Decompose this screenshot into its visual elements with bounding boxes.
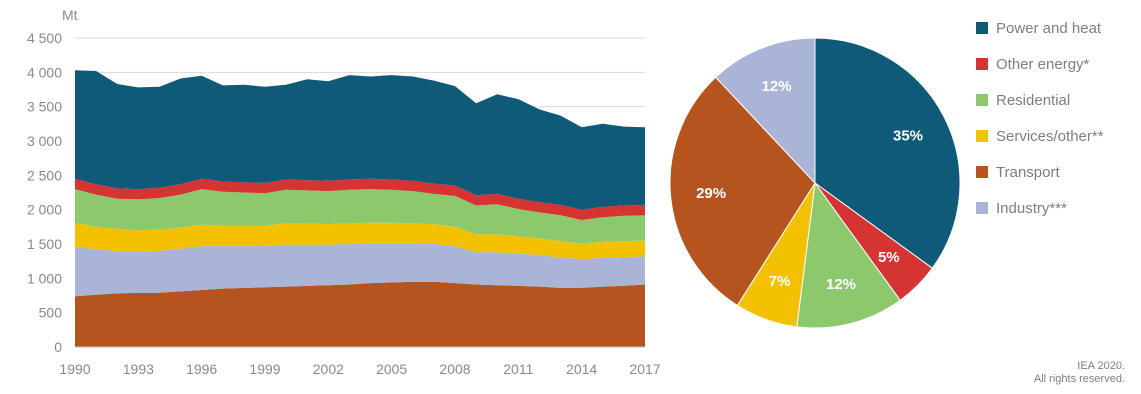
area-series-services-other (75, 222, 645, 260)
y-tick-label: 2 500 (27, 167, 62, 183)
credit-note: IEA 2020. All rights reserved. (1034, 360, 1125, 386)
y-tick-label: 4 000 (27, 64, 62, 80)
credit-line-2: All rights reserved. (1033, 373, 1125, 385)
y-tick-label: 2 000 (27, 202, 62, 218)
legend-item-power-and-heat: Power and heat (976, 10, 1104, 46)
legend-label: Industry*** (996, 199, 1067, 217)
legend-swatch (976, 22, 988, 34)
legend-item-industry: Industry*** (976, 190, 1104, 226)
y-tick-label: 500 (39, 305, 63, 321)
legend-item-services-other: Services/other** (976, 118, 1104, 154)
stacked-area-chart: Mt 0 500 1 000 1 500 2 000 2 500 3 000 3 500 4 00… (27, 7, 661, 377)
pie-slice-label: 7% (769, 273, 791, 290)
y-tick-label: 3 000 (27, 133, 62, 149)
legend-label: Power and heat (996, 19, 1102, 37)
pie-slice-label: 12% (762, 78, 792, 95)
legend-swatch (976, 130, 988, 142)
legend-swatch (976, 58, 988, 70)
x-tick-label: 2011 (503, 361, 533, 377)
pie-slice-label: 35% (893, 128, 923, 145)
legend: Power and heat Other energy* Residential… (976, 10, 1104, 226)
legend-swatch (976, 166, 988, 178)
y-tick-label: 1 500 (27, 236, 62, 252)
y-tick-label: 3 500 (27, 99, 62, 115)
pie-slice-power-and-heat (814, 37, 961, 269)
pie-slice-label: 12% (826, 276, 856, 293)
x-tick-label: 2014 (566, 361, 597, 377)
x-tick-label: 1996 (186, 361, 217, 377)
pie-slice-label: 5% (878, 249, 900, 266)
y-axis-unit-label: Mt (62, 7, 78, 23)
legend-item-transport: Transport (976, 154, 1104, 190)
legend-label: Residential (996, 91, 1071, 109)
legend-swatch (976, 94, 988, 106)
x-tick-label: 2017 (629, 361, 660, 377)
legend-label: Transport (996, 163, 1060, 181)
legend-swatch (976, 202, 988, 214)
pie-slice-transport (669, 76, 816, 307)
x-tick-label: 1990 (59, 361, 90, 377)
pie-slice-label: 29% (696, 185, 726, 202)
area-series-other-energy (75, 178, 645, 220)
credit-line-1: IEA 2020. (1077, 360, 1125, 372)
area-series-transport (75, 281, 645, 347)
y-tick-label: 1 000 (27, 270, 62, 286)
legend-label: Other energy* (996, 55, 1090, 73)
x-tick-label: 1999 (249, 361, 280, 377)
legend-item-residential: Residential (976, 82, 1104, 118)
pie-slice-residential (796, 181, 901, 329)
x-tick-label: 1993 (123, 361, 154, 377)
area-series-residential (75, 189, 645, 244)
x-tick-label: 2008 (439, 361, 470, 377)
area-series-power-and-heat (75, 70, 645, 210)
legend-label: Services/other** (996, 127, 1104, 145)
x-tick-label: 2002 (313, 361, 344, 377)
y-tick-label: 4 500 (27, 30, 62, 46)
pie-slice-industry (714, 37, 816, 185)
area-series-industry (75, 243, 645, 297)
x-tick-label: 2005 (376, 361, 407, 377)
legend-item-other-energy: Other energy* (976, 46, 1104, 82)
y-tick-label: 0 (54, 339, 62, 355)
